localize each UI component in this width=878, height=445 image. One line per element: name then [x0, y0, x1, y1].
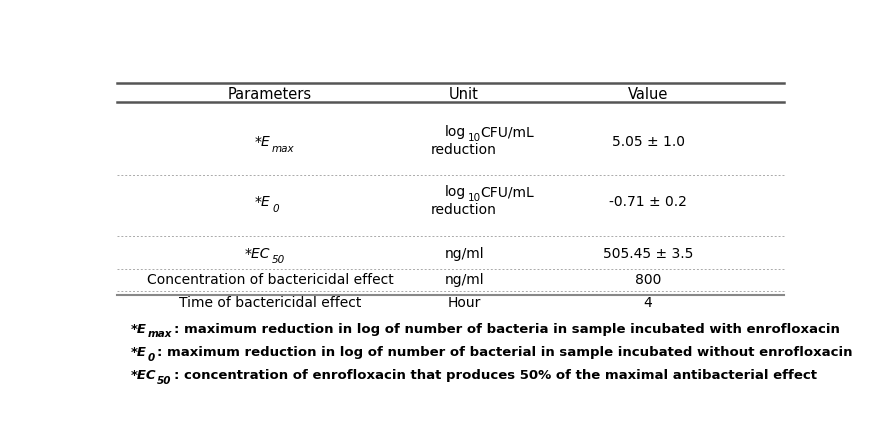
Text: ng/ml: ng/ml	[443, 272, 484, 287]
Text: Parameters: Parameters	[227, 86, 312, 101]
Text: 4: 4	[643, 295, 651, 310]
Text: 10: 10	[467, 193, 480, 202]
Text: max: max	[148, 329, 172, 340]
Text: log: log	[444, 185, 465, 199]
Text: *E: *E	[254, 195, 270, 210]
Text: log: log	[444, 125, 465, 139]
Text: *E: *E	[254, 135, 270, 150]
Text: 50: 50	[157, 376, 171, 386]
Text: Hour: Hour	[447, 295, 480, 310]
Text: : maximum reduction in log of number of bacterial in sample incubated without en: : maximum reduction in log of number of …	[156, 346, 852, 359]
Text: Concentration of bactericidal effect: Concentration of bactericidal effect	[147, 272, 392, 287]
Text: Value: Value	[627, 86, 667, 101]
Text: Unit: Unit	[449, 86, 479, 101]
Text: reduction: reduction	[431, 203, 496, 217]
Text: : concentration of enrofloxacin that produces 50% of the maximal antibacterial e: : concentration of enrofloxacin that pro…	[174, 369, 816, 382]
Text: Time of bactericidal effect: Time of bactericidal effect	[178, 295, 361, 310]
Text: *E: *E	[130, 346, 146, 359]
Text: : maximum reduction in log of number of bacteria in sample incubated with enrofl: : maximum reduction in log of number of …	[174, 323, 839, 336]
Text: reduction: reduction	[431, 143, 496, 157]
Text: -0.71 ± 0.2: -0.71 ± 0.2	[608, 195, 687, 210]
Text: ng/ml: ng/ml	[443, 247, 484, 261]
Text: 10: 10	[467, 133, 480, 143]
Text: 0: 0	[148, 353, 155, 363]
Text: *E: *E	[130, 323, 146, 336]
Text: CFU/mL: CFU/mL	[480, 185, 534, 199]
Text: CFU/mL: CFU/mL	[480, 125, 534, 139]
Text: *EC: *EC	[244, 247, 270, 261]
Text: 505.45 ± 3.5: 505.45 ± 3.5	[602, 247, 693, 261]
Text: 800: 800	[634, 272, 660, 287]
Text: 0: 0	[271, 204, 278, 214]
Text: *EC: *EC	[130, 369, 155, 382]
Text: 50: 50	[271, 255, 285, 265]
Text: 5.05 ± 1.0: 5.05 ± 1.0	[611, 135, 684, 150]
Text: max: max	[271, 144, 294, 154]
